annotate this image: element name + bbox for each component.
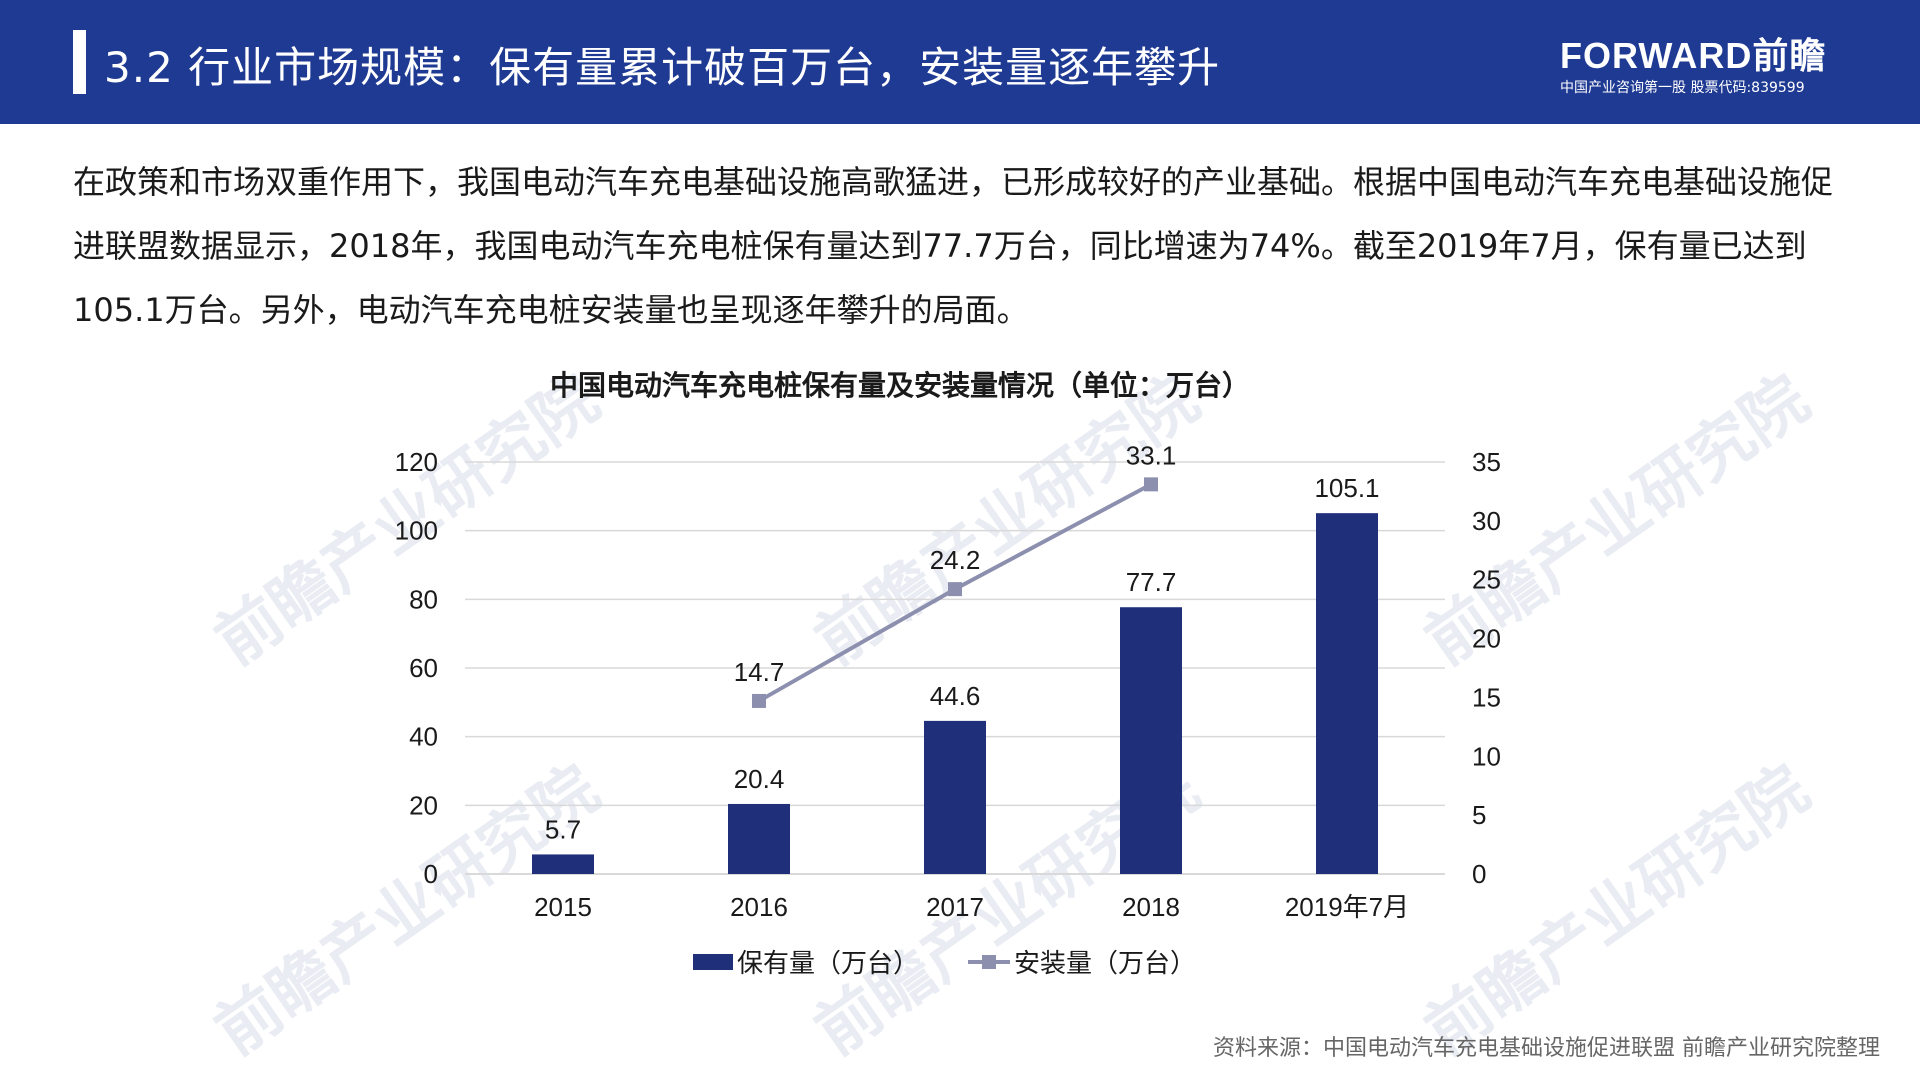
x-axis-tick-label: 2016 xyxy=(730,892,788,922)
x-axis-tick-label: 2019年7月 xyxy=(1285,892,1409,922)
source-note: 资料来源：中国电动汽车充电基础设施促进联盟 前瞻产业研究院整理 xyxy=(1213,1036,1880,1061)
header-banner: 3.2 行业市场规模：保有量累计破百万台，安装量逐年攀升 FORWARD前瞻 中… xyxy=(0,0,1920,124)
bar-data-label: 77.7 xyxy=(1126,567,1177,597)
forward-logo: FORWARD前瞻 中国产业咨询第一股 股票代码:839599 xyxy=(1560,36,1850,100)
title-accent-bar xyxy=(73,30,86,94)
left-axis-tick-label: 100 xyxy=(395,516,438,546)
line-point xyxy=(948,582,962,597)
logo-text: FORWARD前瞻 xyxy=(1560,35,1827,76)
left-axis-tick-label: 40 xyxy=(409,722,438,752)
logo-tagline: 中国产业咨询第一股 股票代码:839599 xyxy=(1560,80,1805,96)
right-axis-tick-label: 20 xyxy=(1472,624,1501,654)
line-point xyxy=(752,693,766,708)
legend-label: 保有量（万台） xyxy=(737,949,919,979)
left-axis-tick-label: 20 xyxy=(409,790,438,820)
bar-data-label: 44.6 xyxy=(930,681,981,711)
right-axis-tick-label: 15 xyxy=(1472,682,1501,712)
legend-swatch-marker xyxy=(982,955,996,969)
right-axis-tick-label: 0 xyxy=(1472,859,1486,889)
right-axis-tick-label: 5 xyxy=(1472,800,1486,830)
left-axis-tick-label: 60 xyxy=(409,653,438,683)
bar-data-label: 5.7 xyxy=(545,814,581,844)
bar xyxy=(532,854,594,874)
x-axis-tick-label: 2018 xyxy=(1122,892,1180,922)
legend-label: 安装量（万台） xyxy=(1014,949,1196,979)
bar-data-label: 105.1 xyxy=(1314,473,1379,503)
left-axis-tick-label: 0 xyxy=(424,859,438,889)
x-axis-tick-label: 2017 xyxy=(926,892,984,922)
x-axis-tick-label: 2015 xyxy=(534,892,592,922)
intro-paragraph: 在政策和市场双重作用下，我国电动汽车充电基础设施高歌猛进，已形成较好的产业基础。… xyxy=(73,163,1834,329)
line-data-label: 24.2 xyxy=(930,545,981,575)
line-point xyxy=(1144,477,1158,492)
legend-swatch-bar xyxy=(693,954,733,970)
line-data-label: 14.7 xyxy=(734,657,785,687)
left-axis-tick-label: 80 xyxy=(409,584,438,614)
bar xyxy=(1316,513,1378,874)
bar xyxy=(728,803,790,874)
right-axis-tick-label: 25 xyxy=(1472,565,1501,595)
right-axis-tick-label: 10 xyxy=(1472,741,1501,771)
chart-title: 中国电动汽车充电桩保有量及安装量情况（单位：万台） xyxy=(549,369,1250,402)
bar-data-label: 20.4 xyxy=(734,764,785,794)
left-axis-tick-label: 120 xyxy=(395,447,438,477)
bar xyxy=(924,720,986,874)
bar xyxy=(1120,607,1182,874)
right-axis-tick-label: 30 xyxy=(1472,506,1501,536)
line-data-label: 33.1 xyxy=(1126,440,1177,470)
right-axis-tick-label: 35 xyxy=(1472,447,1501,477)
page-title: 3.2 行业市场规模：保有量累计破百万台，安装量逐年攀升 xyxy=(104,43,1221,92)
